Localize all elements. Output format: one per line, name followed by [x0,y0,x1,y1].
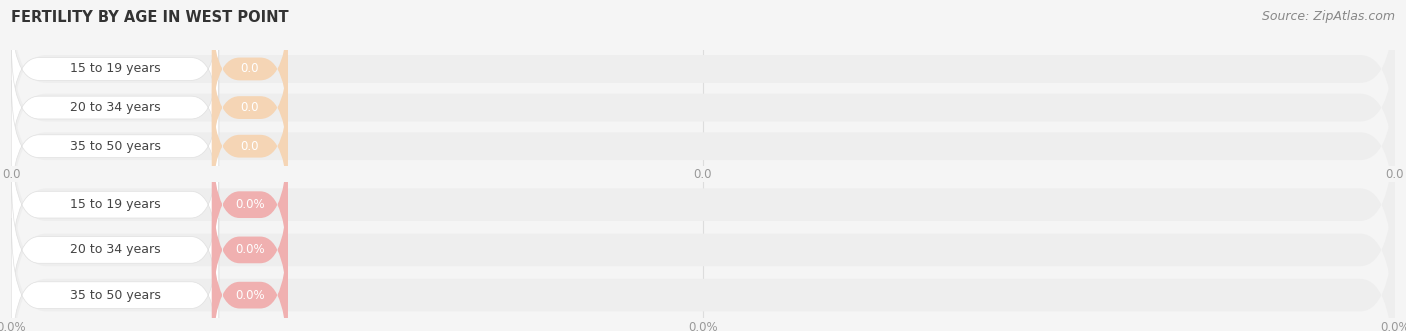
Text: Source: ZipAtlas.com: Source: ZipAtlas.com [1261,10,1395,23]
FancyBboxPatch shape [11,3,219,135]
Circle shape [8,281,17,309]
FancyBboxPatch shape [11,198,1395,331]
Text: 15 to 19 years: 15 to 19 years [70,63,160,75]
Text: 0.0: 0.0 [240,101,259,114]
FancyBboxPatch shape [11,218,219,331]
FancyBboxPatch shape [11,64,1395,229]
Text: 35 to 50 years: 35 to 50 years [69,289,160,302]
Text: 0.0%: 0.0% [235,289,264,302]
Circle shape [8,134,17,158]
Circle shape [8,236,17,264]
FancyBboxPatch shape [212,218,288,331]
Text: 20 to 34 years: 20 to 34 years [70,243,160,257]
FancyBboxPatch shape [212,42,288,173]
FancyBboxPatch shape [11,42,219,173]
FancyBboxPatch shape [212,80,288,212]
Text: 20 to 34 years: 20 to 34 years [70,101,160,114]
Text: 0.0: 0.0 [240,63,259,75]
FancyBboxPatch shape [11,153,1395,331]
FancyBboxPatch shape [212,127,288,282]
FancyBboxPatch shape [11,25,1395,190]
Text: 0.0%: 0.0% [235,198,264,211]
Text: FERTILITY BY AGE IN WEST POINT: FERTILITY BY AGE IN WEST POINT [11,10,288,25]
FancyBboxPatch shape [11,127,219,282]
FancyBboxPatch shape [212,3,288,135]
Circle shape [8,96,17,119]
Text: 35 to 50 years: 35 to 50 years [69,140,160,153]
FancyBboxPatch shape [11,108,1395,302]
Text: 0.0: 0.0 [240,140,259,153]
FancyBboxPatch shape [11,173,219,327]
Circle shape [8,191,17,219]
FancyBboxPatch shape [11,0,1395,152]
FancyBboxPatch shape [212,173,288,327]
Text: 15 to 19 years: 15 to 19 years [70,198,160,211]
Circle shape [8,57,17,81]
Text: 0.0%: 0.0% [235,243,264,257]
FancyBboxPatch shape [11,80,219,212]
